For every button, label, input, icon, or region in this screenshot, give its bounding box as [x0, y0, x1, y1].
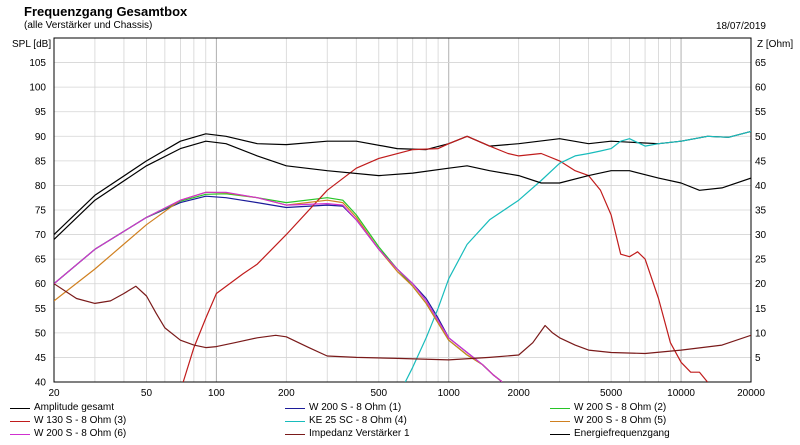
- y-right-tick-label: 60: [755, 83, 767, 94]
- x-tick-label: 20000: [737, 388, 765, 399]
- y-right-tick-label: 5: [755, 353, 761, 364]
- chart-title: Frequenzgang Gesamtbox: [24, 4, 188, 19]
- y-left-tick-label: 105: [29, 58, 46, 69]
- y-left-tick-label: 85: [35, 156, 47, 167]
- legend-swatch: [10, 408, 30, 409]
- legend-swatch: [285, 421, 305, 422]
- x-tick-label: 5000: [600, 388, 623, 399]
- y-left-tick-label: 100: [29, 83, 46, 94]
- y-left-tick-label: 80: [35, 181, 47, 192]
- chart-date: 18/07/2019: [715, 21, 766, 32]
- x-tick-label: 100: [208, 388, 225, 399]
- legend-label: W 130 S - 8 Ohm (3): [34, 415, 127, 426]
- x-tick-label: 10000: [667, 388, 695, 399]
- legend-label: KE 25 SC - 8 Ohm (4): [309, 415, 407, 426]
- legend-label: W 200 S - 8 Ohm (1): [309, 402, 402, 413]
- legend-swatch: [550, 408, 570, 409]
- chart-subtitle: (alle Verstärker und Chassis): [24, 20, 153, 31]
- frequency-response-chart: SPL [dB]Z [Ohm]f [Hz]4045505560657075808…: [12, 37, 793, 399]
- legend-label: Amplitude gesamt: [34, 402, 115, 413]
- y-left-tick-label: 75: [35, 206, 47, 217]
- series-line-4: [182, 135, 708, 382]
- y-left-tick-label: 50: [35, 328, 47, 339]
- y-right-tick-label: 45: [755, 156, 767, 167]
- y-right-tick-label: 20: [755, 279, 767, 290]
- y-right-tick-label: 25: [755, 255, 767, 266]
- y-right-tick-label: 35: [755, 206, 767, 217]
- y-right-tick-label: 40: [755, 181, 767, 192]
- legend-swatch: [285, 408, 305, 409]
- series-line-5: [404, 130, 751, 382]
- y-right-tick-label: 50: [755, 132, 767, 143]
- legend-swatch: [285, 434, 305, 435]
- y-left-tick-label: 55: [35, 304, 47, 315]
- legend-label: Impedanz Verstärker 1: [309, 428, 410, 439]
- y-left-tick-label: 70: [35, 230, 47, 241]
- legend-swatch: [550, 434, 570, 435]
- y-right-tick-label: 55: [755, 107, 767, 118]
- legend-label: W 200 S - 8 Ohm (5): [574, 415, 667, 426]
- series-line-9: [54, 140, 751, 240]
- y-left-tick-label: 65: [35, 255, 47, 266]
- legend-swatch: [10, 421, 30, 422]
- legend-label: W 200 S - 8 Ohm (2): [574, 402, 667, 413]
- chart-legend: Amplitude gesamt W 200 S - 8 Ohm (1) W 200…: [10, 401, 790, 443]
- plot-frame: [53, 37, 752, 383]
- legend-swatch: [10, 434, 30, 435]
- y-left-axis-label: SPL [dB]: [12, 39, 51, 50]
- series-line-7: [54, 191, 503, 382]
- y-left-tick-label: 60: [35, 279, 47, 290]
- y-left-tick-label: 90: [35, 132, 47, 143]
- legend-swatch: [550, 421, 570, 422]
- y-left-tick-label: 40: [35, 378, 47, 389]
- y-right-tick-label: 30: [755, 230, 767, 241]
- legend-label: Energiefrequenzgang: [574, 428, 670, 439]
- x-tick-label: 2000: [508, 388, 531, 399]
- x-tick-label: 20: [48, 388, 60, 399]
- x-tick-label: 1000: [438, 388, 461, 399]
- x-tick-label: 500: [370, 388, 387, 399]
- y-left-tick-label: 95: [35, 107, 47, 118]
- y-right-tick-label: 65: [755, 58, 767, 69]
- x-tick-label: 50: [141, 388, 153, 399]
- y-right-tick-label: 15: [755, 304, 767, 315]
- y-right-axis-label: Z [Ohm]: [757, 39, 793, 50]
- y-left-tick-label: 45: [35, 353, 47, 364]
- series-line-8: [54, 283, 751, 361]
- y-right-tick-label: 10: [755, 328, 767, 339]
- x-tick-label: 200: [278, 388, 295, 399]
- legend-label: W 200 S - 8 Ohm (6): [34, 428, 127, 439]
